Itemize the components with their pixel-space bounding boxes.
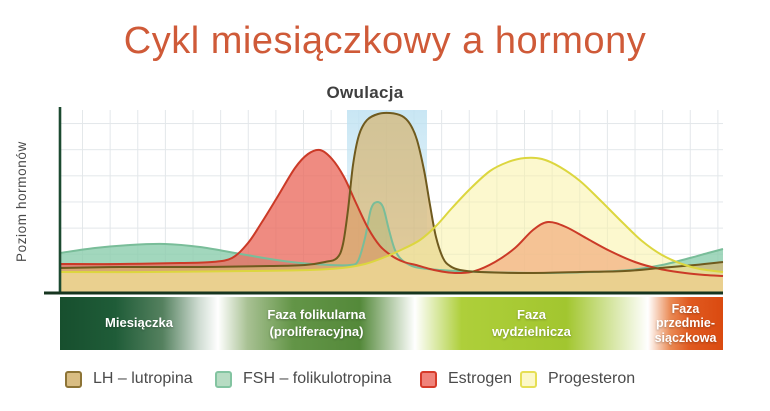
ovulation-annotation: Owulacja [326, 83, 404, 102]
series-area-lh [60, 112, 723, 292]
phase-segment-4: Faza przedmie- siączkowa [648, 297, 723, 350]
series-areas [60, 112, 723, 292]
legend-label: Estrogen [448, 370, 513, 387]
phase-segment-1: Miesiączka [60, 297, 218, 350]
series-line-estrogen [59, 148, 724, 277]
series-lines [59, 111, 724, 277]
phase-label: Faza wydzielnicza [492, 307, 571, 339]
legend-label: LH – lutropina [93, 370, 193, 387]
chart-legend: LH – lutropina FSH – folikulotropina Estro… [0, 367, 770, 393]
cycle-phase-bar: Miesiączka Faza folikularna (proliferacyj… [60, 297, 723, 350]
legend-swatch-icon [520, 370, 537, 388]
legend-item: Estrogen [420, 367, 512, 391]
legend-swatch-icon [420, 370, 437, 388]
legend-swatch-icon [215, 370, 232, 388]
legend-item: FSH – folikulotropina [215, 367, 392, 391]
series-line-progesteron [59, 156, 724, 274]
phase-label: Faza przedmie- siączkowa [654, 301, 717, 345]
page-title: Cykl miesiączkowy a hormony [123, 20, 647, 62]
phase-segment-3: Faza wydzielnicza [415, 297, 648, 350]
legend-item: Progesteron [520, 367, 635, 391]
phase-label: Faza folikularna (proliferacyjna) [267, 307, 366, 339]
legend-item: LH – lutropina [65, 367, 193, 391]
series-area-progesteron [60, 157, 723, 292]
legend-label: Progesteron [548, 370, 636, 387]
phase-segment-2: Faza folikularna (proliferacyjna) [218, 297, 415, 350]
phase-label: Miesiączka [105, 315, 173, 331]
legend-swatch-icon [65, 370, 82, 388]
legend-label: FSH – folikulotropina [243, 370, 392, 387]
series-line-lh [59, 111, 724, 274]
